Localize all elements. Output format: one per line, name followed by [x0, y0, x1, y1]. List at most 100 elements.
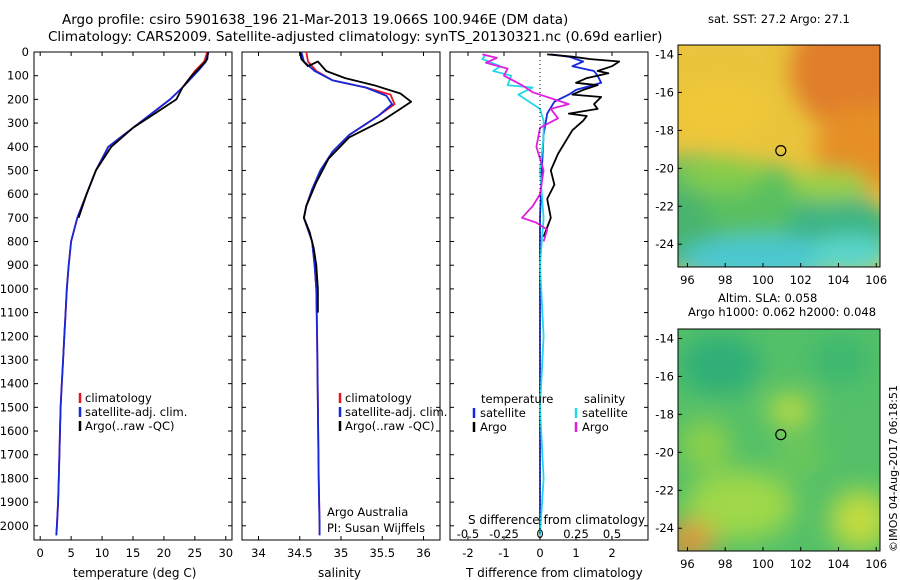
sla-map-ytick-label: -18: [655, 407, 674, 421]
sla-map-ytick-label: -22: [655, 483, 674, 497]
difference-series-black: [542, 53, 621, 238]
depth-tick-label: 500: [7, 163, 29, 177]
sla-map-field: [678, 329, 880, 551]
sst-map-ytick-label: -22: [655, 199, 674, 213]
salinity-xtick-label: 36: [416, 546, 431, 560]
salinity-annotation-line2: PI: Susan Wijffels: [327, 521, 425, 535]
difference-s-tick-label: 0.5: [603, 527, 621, 541]
depth-tick-label: 1100: [0, 306, 29, 320]
depth-tick-label: 1300: [0, 353, 29, 367]
sla-map-ytick-label: -16: [655, 369, 674, 383]
difference-series-magenta: [482, 53, 570, 242]
depth-tick-label: 700: [7, 211, 29, 225]
depth-tick-label: 1900: [0, 495, 29, 509]
difference-legend-s-label: satellite: [582, 406, 628, 420]
salinity-series-black: [298, 51, 413, 313]
difference-panel-frame: [449, 51, 649, 541]
difference-t-xlabel: T difference from climatology: [465, 566, 643, 580]
difference-s-xlabel: S difference from climatology: [468, 513, 645, 527]
difference-s-tick-label: 0.25: [563, 527, 589, 541]
temperature-panel-frame: [33, 51, 233, 541]
sst-map-xtick-label: 98: [718, 273, 733, 287]
salinity-annotation-line1: Argo Australia: [327, 505, 408, 519]
temperature-xtick-label: 20: [157, 546, 172, 560]
salinity-legend-label: satellite-adj. clim.: [345, 405, 447, 419]
difference-xtick-label: -1: [498, 546, 509, 560]
sla-map-ytick-label: -14: [655, 331, 674, 345]
salinity-panel-frame: [241, 51, 441, 541]
depth-tick-label: 800: [7, 235, 29, 249]
difference-series-blue: [539, 53, 603, 536]
depth-tick-label: 100: [7, 69, 29, 83]
temperature-xlabel: temperature (deg C): [73, 566, 196, 580]
temperature-xtick-label: 25: [188, 546, 203, 560]
salinity-legend-label: climatology: [345, 391, 412, 405]
difference-xtick-label: 1: [572, 546, 579, 560]
sst-map-field: [678, 45, 880, 267]
depth-tick-label: 1400: [0, 377, 29, 391]
temperature-legend-label: Argo(..raw -QC): [85, 419, 175, 433]
depth-tick-label: 1800: [0, 471, 29, 485]
sla-map-float-marker: [775, 429, 787, 441]
temperature-xtick-label: 0: [37, 546, 44, 560]
sst-map-title: sat. SST: 27.2 Argo: 27.1: [708, 12, 850, 26]
sst-map-xtick-label: 96: [680, 273, 695, 287]
depth-tick-label: 2000: [0, 519, 29, 533]
depth-tick-label: 1200: [0, 329, 29, 343]
sst-map-ytick-label: -16: [655, 85, 674, 99]
depth-tick-label: 1700: [0, 448, 29, 462]
salinity-xlabel: salinity: [318, 566, 361, 580]
difference-legend-s-title: salinity: [584, 392, 625, 406]
figure-title-line1: Argo profile: csiro 5901638_196 21-Mar-2…: [62, 12, 569, 28]
depth-tick-label: 400: [7, 140, 29, 154]
salinity-xtick-label: 35.5: [369, 546, 395, 560]
salinity-legend-label: Argo(..raw -QC): [345, 419, 435, 433]
temperature-legend-label: satellite-adj. clim.: [85, 405, 187, 419]
depth-tick-label: 300: [7, 116, 29, 130]
sla-map-xtick-label: 102: [790, 557, 812, 571]
imos-stamp: ©IMOS 04-Aug-2017 06:18:51: [887, 385, 900, 552]
difference-legend-t-label: satellite: [480, 406, 526, 420]
temperature-xtick-label: 5: [67, 546, 74, 560]
depth-tick-label: 1500: [0, 400, 29, 414]
sst-map-xtick-label: 100: [752, 273, 774, 287]
temperature-xtick-label: 30: [218, 546, 233, 560]
difference-xtick-label: -2: [462, 546, 473, 560]
sst-map-ytick-label: -14: [655, 47, 674, 61]
depth-tick-label: 1000: [0, 282, 29, 296]
difference-series-cyan: [481, 53, 545, 536]
sla-map-xtick-label: 98: [718, 557, 733, 571]
difference-legend-t-label: Argo: [480, 420, 507, 434]
difference-xtick-label: 2: [608, 546, 615, 560]
sst-map-xtick-label: 106: [865, 273, 887, 287]
difference-s-tick-label: -0.25: [489, 527, 519, 541]
sla-map-frame: [677, 328, 881, 552]
depth-tick-label: 600: [7, 187, 29, 201]
depth-tick-label: 200: [7, 92, 29, 106]
sla-map-ytick-label: -24: [655, 521, 674, 535]
temperature-series-black: [77, 51, 209, 219]
sla-map-xtick-label: 106: [865, 557, 887, 571]
sla-map-ytick-label: -20: [655, 445, 674, 459]
difference-legend-s-label: Argo: [582, 420, 609, 434]
sst-map-float-marker: [775, 145, 787, 157]
difference-legend-t-title: temperature: [481, 392, 553, 406]
sla-map-xtick-label: 100: [752, 557, 774, 571]
difference-s-tick-label: 0: [536, 527, 543, 541]
figure-title-line2: Climatology: CARS2009. Satellite-adjuste…: [48, 29, 663, 45]
sst-map-frame: [677, 44, 881, 268]
sst-map-xtick-label: 104: [827, 273, 849, 287]
sst-map-ytick-label: -18: [655, 123, 674, 137]
temperature-series-blue: [55, 51, 210, 536]
salinity-xtick-label: 34.5: [287, 546, 313, 560]
salinity-series-blue: [300, 51, 394, 536]
sla-map-subtitle: Argo h1000: 0.062 h2000: 0.048: [688, 305, 876, 319]
temperature-xtick-label: 15: [126, 546, 141, 560]
difference-xtick-label: 0: [536, 546, 543, 560]
sla-map-xtick-label: 96: [680, 557, 695, 571]
depth-tick-label: 0: [22, 45, 29, 59]
sst-map-ytick-label: -24: [655, 237, 674, 251]
depth-tick-label: 900: [7, 258, 29, 272]
temperature-legend-label: climatology: [85, 391, 152, 405]
